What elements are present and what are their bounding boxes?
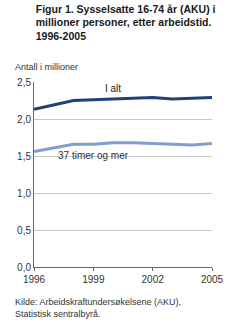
svg-text:I alt: I alt	[105, 83, 121, 94]
svg-text:Kilde: Arbeidskraftundersøkels: Kilde: Arbeidskraftundersøkelsene (AKU),…	[15, 297, 181, 319]
svg-text:2,0: 2,0	[17, 114, 31, 125]
svg-text:37 timer og mer: 37 timer og mer	[58, 150, 129, 161]
svg-text:0,0: 0,0	[17, 262, 31, 273]
svg-text:1999: 1999	[82, 274, 105, 285]
svg-text:2,5: 2,5	[17, 77, 31, 88]
svg-text:1,5: 1,5	[17, 151, 31, 162]
svg-text:0,5: 0,5	[17, 225, 31, 236]
svg-text:Antall i millioner: Antall i millioner	[15, 62, 78, 72]
svg-text:Figur 1. Sysselsatte 16-74 år: Figur 1. Sysselsatte 16-74 år (AKU) imil…	[36, 3, 216, 42]
svg-text:1996: 1996	[23, 274, 46, 285]
svg-text:1,0: 1,0	[17, 188, 31, 199]
svg-text:2002: 2002	[142, 274, 165, 285]
svg-text:2005: 2005	[201, 274, 224, 285]
